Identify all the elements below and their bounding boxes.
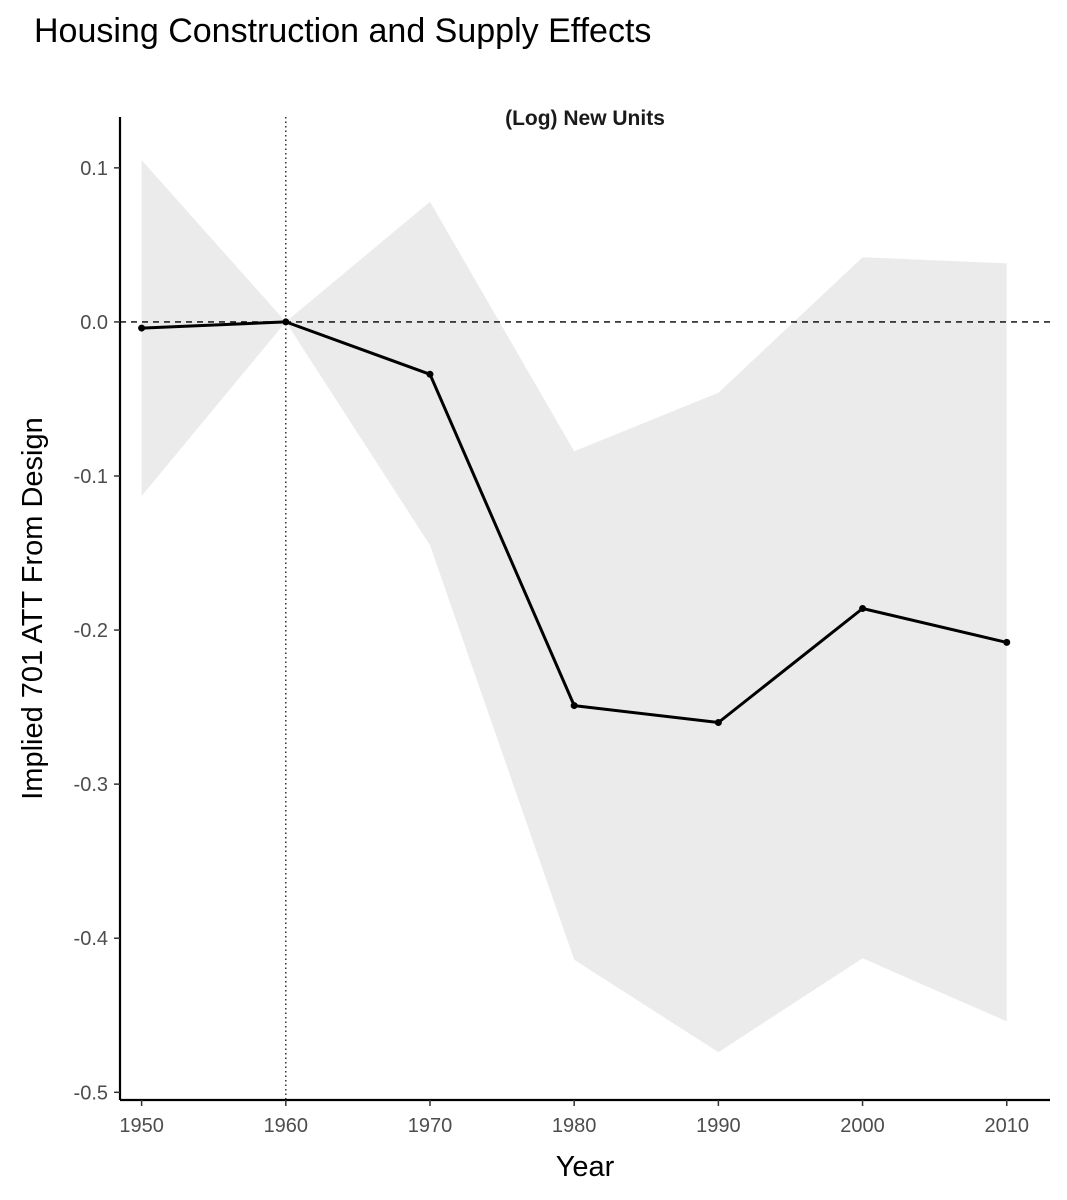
x-tick-label: 1970 [408,1115,453,1137]
confidence-ribbon [141,160,1007,1053]
y-tick-label: 0.0 [80,312,108,334]
data-point-2010 [1003,638,1011,646]
x-tick-label: 1950 [119,1115,164,1137]
y-tick-label: -0.2 [74,620,108,642]
x-tick-label: 2010 [984,1115,1029,1137]
y-tick-label: -0.3 [74,774,108,796]
chart-title: Housing Construction and Supply Effects [34,12,652,50]
y-tick-label: -0.5 [74,1082,108,1104]
data-point-1980 [570,702,578,710]
data-point-1970 [426,370,434,378]
data-point-1990 [714,719,722,727]
y-tick-label: 0.1 [80,158,108,180]
x-tick-label: 2000 [840,1115,885,1137]
x-axis-title: Year [556,1151,615,1183]
data-point-2000 [859,605,867,612]
data-point-1960 [282,318,290,326]
data-point-1950 [138,324,146,332]
y-tick-label: -0.4 [74,928,108,950]
y-tick-label: -0.1 [74,466,108,488]
x-tick-label: 1960 [264,1115,309,1137]
x-tick-label: 1980 [552,1115,597,1137]
x-tick-label: 1990 [696,1115,741,1137]
y-axis-title: Implied 701 ATT From Design [17,417,49,800]
panel-title: (Log) New Units [505,107,665,130]
